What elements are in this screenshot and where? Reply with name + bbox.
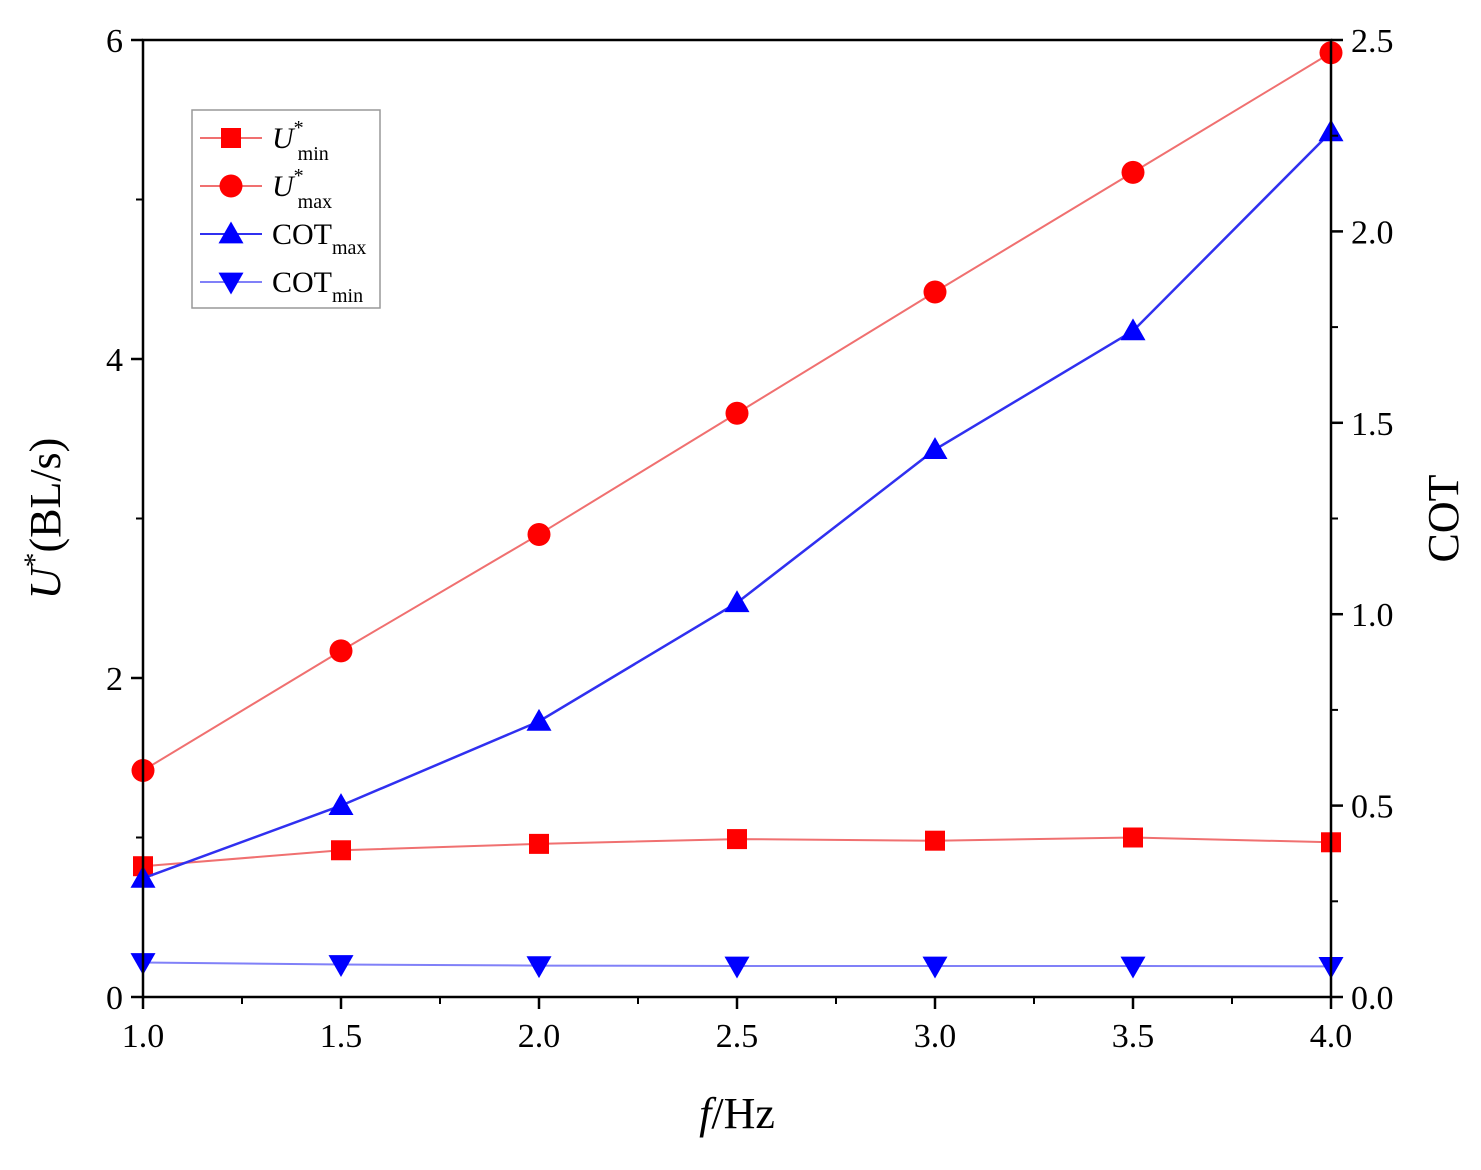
legend-label-main: U bbox=[272, 170, 296, 203]
x-tick-label: 3.5 bbox=[1112, 1018, 1155, 1055]
legend-label-sup: * bbox=[294, 165, 304, 187]
x-axis-title: f/Hz bbox=[699, 1089, 775, 1138]
data-point bbox=[724, 956, 750, 979]
data-point bbox=[328, 793, 354, 815]
data-point bbox=[331, 840, 351, 861]
x-tick-label: 2.0 bbox=[518, 1018, 561, 1055]
x-axis-title-rest: /Hz bbox=[711, 1089, 775, 1138]
data-point bbox=[724, 590, 750, 613]
legend-marker bbox=[219, 174, 243, 198]
x-tick-label: 1.0 bbox=[122, 1018, 165, 1055]
legend-label-sub: min bbox=[332, 285, 363, 307]
y-right-tick-label: 1.5 bbox=[1351, 406, 1394, 443]
x-axis: 1.0 1.5 2.0 2.5 3.0 3.5 4.0 bbox=[122, 997, 1353, 1055]
legend-label-sub: max bbox=[332, 237, 366, 259]
y-left-tick-label: 2 bbox=[106, 661, 123, 698]
legend-marker bbox=[218, 221, 244, 244]
y-right-tick-label: 1.0 bbox=[1351, 597, 1394, 634]
data-point bbox=[725, 401, 749, 425]
data-point bbox=[1123, 827, 1143, 848]
data-point bbox=[527, 522, 551, 546]
data-point bbox=[526, 956, 552, 979]
legend-label-sup: * bbox=[294, 117, 304, 139]
data-point bbox=[923, 280, 947, 304]
data-point bbox=[922, 437, 948, 459]
data-point bbox=[1121, 160, 1145, 184]
y-left-title-var: U bbox=[21, 564, 70, 599]
data-point bbox=[328, 955, 354, 977]
legend-label-sub: min bbox=[298, 143, 329, 165]
y-right-tick-label: 0.5 bbox=[1351, 789, 1394, 826]
data-point bbox=[1120, 956, 1146, 979]
legend-label-sub: max bbox=[298, 191, 332, 213]
legend-label-main: COT bbox=[272, 266, 332, 299]
data-point bbox=[727, 829, 747, 850]
legend-entry-4: COTmin bbox=[200, 266, 363, 307]
y-left-title-sup: * bbox=[18, 553, 51, 568]
legend-label: COTmin bbox=[272, 266, 363, 307]
data-point bbox=[529, 833, 549, 854]
data-point bbox=[329, 639, 353, 663]
y-right-axis-title: COT bbox=[1419, 474, 1468, 562]
y-axis-left: 0 2 4 6 bbox=[106, 23, 143, 1017]
data-point bbox=[1120, 318, 1146, 341]
legend-marker bbox=[221, 128, 241, 148]
x-tick-label: 2.5 bbox=[716, 1018, 759, 1055]
y-left-tick-label: 0 bbox=[106, 980, 123, 1017]
x-tick-label: 1.5 bbox=[320, 1018, 363, 1055]
y-left-tick-label: 6 bbox=[106, 23, 123, 60]
y-right-tick-label: 0.0 bbox=[1351, 980, 1394, 1017]
legend-label: U* max bbox=[272, 165, 332, 213]
y-right-tick-label: 2.0 bbox=[1351, 214, 1394, 251]
legend-label: COTmax bbox=[272, 218, 366, 259]
y-left-title-rest: (BL/s) bbox=[21, 438, 70, 553]
legend-marker bbox=[218, 272, 244, 295]
y-axis-right: 0.0 0.5 1.0 1.5 2.0 2.5 bbox=[1331, 23, 1394, 1017]
data-point bbox=[526, 708, 552, 731]
series-1 bbox=[133, 827, 1341, 877]
legend-label: U* min bbox=[272, 117, 329, 165]
y-left-tick-label: 4 bbox=[106, 342, 123, 379]
data-point bbox=[925, 830, 945, 851]
series-4 bbox=[130, 953, 1344, 979]
x-tick-label: 3.0 bbox=[914, 1018, 957, 1055]
legend-label-main: U bbox=[272, 122, 296, 155]
legend-entry-1: U* min bbox=[200, 117, 329, 165]
y-left-axis-title: U*(BL/s) bbox=[18, 438, 70, 600]
legend-entry-3: COTmax bbox=[200, 218, 366, 259]
legend-label-main: COT bbox=[272, 218, 332, 251]
x-tick-label: 4.0 bbox=[1310, 1018, 1353, 1055]
data-point bbox=[922, 956, 948, 979]
legend-entry-2: U* max bbox=[200, 165, 332, 213]
y-right-tick-label: 2.5 bbox=[1351, 23, 1394, 60]
